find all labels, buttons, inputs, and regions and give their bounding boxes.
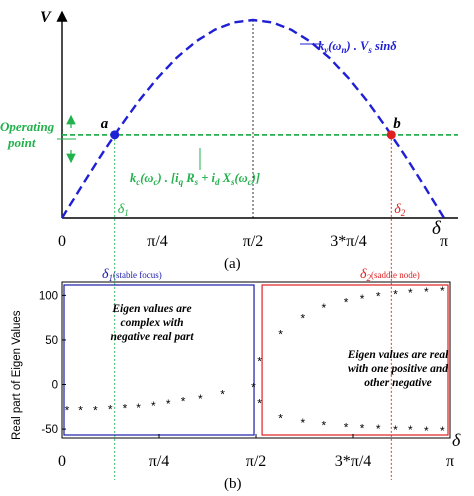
b-annotation-right-line1: Eigen values are real <box>347 349 449 361</box>
b-point-stable-3: * <box>108 403 113 417</box>
b-point-upper-0: * <box>257 354 262 368</box>
b-point-upper-10: * <box>440 284 445 298</box>
b-annotation-right-line2: with one positive and <box>348 363 448 375</box>
a-delta-label-2: δ2 <box>394 202 406 218</box>
panel-a: V δ δ1 δ2 a b kv(ωn) . Vs sinδ kc(ωc) . [i… <box>0 9 458 480</box>
b-point-stable-9: * <box>198 392 203 406</box>
b-y-tick-1: 0 <box>52 380 58 392</box>
panel-b: δ1(stable focus) δ2(saddle node) -50 0 50 10… <box>11 267 461 492</box>
b-region-label-2: δ2(saddle node) <box>360 267 420 283</box>
a-x-axis-label: δ <box>432 218 442 239</box>
a-series-sine-curve <box>60 18 446 219</box>
b-x-tick-4: π <box>446 453 454 470</box>
b-x-tick-2: π/2 <box>246 453 267 470</box>
a-point-label-a: a <box>101 116 109 132</box>
b-annotation-left-line2: complex with <box>121 317 184 329</box>
a-x-tick-2: π/2 <box>243 233 264 250</box>
b-point-lower-7: * <box>393 423 398 437</box>
a-y-axis-label: V <box>40 9 52 26</box>
b-point-stable-1: * <box>78 403 83 417</box>
b-point-stable-10: * <box>220 387 225 401</box>
a-point-label-b: b <box>393 116 401 132</box>
b-point-upper-5: * <box>360 292 365 306</box>
b-point-lower-0: * <box>257 396 262 410</box>
a-x-tick-1: π/4 <box>147 233 168 250</box>
b-point-stable-11: * <box>251 380 256 394</box>
b-point-upper-1: * <box>278 328 283 342</box>
a-point-a <box>110 130 120 140</box>
b-point-upper-6: * <box>376 289 381 303</box>
b-point-lower-8: * <box>408 423 413 437</box>
b-annotation-right-line3: other negative <box>364 377 431 389</box>
b-point-lower-4: * <box>344 420 349 434</box>
b-x-tick-3: 3*π/4 <box>335 453 372 470</box>
b-point-lower-3: * <box>321 419 326 433</box>
b-point-upper-7: * <box>393 288 398 302</box>
b-point-lower-1: * <box>278 411 283 425</box>
b-point-upper-4: * <box>344 296 349 310</box>
panel-a-caption: (a) <box>224 256 241 272</box>
b-point-upper-8: * <box>408 286 413 300</box>
b-point-lower-5: * <box>360 421 365 435</box>
b-x-axis-label: δ <box>452 430 461 450</box>
b-y-axis-label: Real part of Eigen Values <box>11 310 23 440</box>
b-annotation-left-line1: Eigen values are <box>111 303 191 315</box>
b-annotation-right: Eigen values are real with one positive … <box>347 349 449 389</box>
b-point-stable-6: * <box>151 399 156 413</box>
b-point-stable-5: * <box>136 401 141 415</box>
b-point-lower-2: * <box>300 416 305 430</box>
b-annotation-left: Eigen values are complex with negative r… <box>110 303 194 343</box>
b-point-stable-0: * <box>65 403 70 417</box>
b-point-lower-6: * <box>376 422 381 436</box>
operating-point-label-line1: Operating <box>0 119 55 134</box>
b-point-lower-9: * <box>424 424 429 438</box>
b-point-upper-3: * <box>321 301 326 315</box>
b-point-upper-2: * <box>300 312 305 326</box>
a-x-tick-3: 3*π/4 <box>330 233 367 250</box>
b-x-tick-0: 0 <box>58 453 66 470</box>
b-annotation-left-line3: negative real part <box>110 331 194 343</box>
b-region-label-1: δ1(stable focus) <box>102 267 162 283</box>
panel-b-caption: (b) <box>224 476 242 492</box>
a-x-tick-0: 0 <box>58 233 66 250</box>
a-line-label: kc(ωc) . [iq Rs + id Xs(ωc)] <box>130 171 260 187</box>
b-y-tick-3: 100 <box>39 290 58 302</box>
a-x-tick-4: π <box>440 233 448 250</box>
a-curve-label: kv(ωn) . Vs sinδ <box>318 39 397 55</box>
b-y-tick-0: -50 <box>41 424 58 436</box>
b-x-tick-1: π/4 <box>149 453 170 470</box>
b-point-stable-2: * <box>93 403 98 417</box>
b-point-lower-10: * <box>440 424 445 438</box>
b-y-tick-2: 50 <box>45 335 58 347</box>
b-point-stable-4: * <box>123 402 128 416</box>
a-point-b <box>386 130 396 140</box>
b-point-stable-8: * <box>181 395 186 409</box>
b-point-stable-7: * <box>166 397 171 411</box>
b-point-upper-9: * <box>424 285 429 299</box>
b-region-box-2 <box>261 284 449 436</box>
a-delta-label-1: δ1 <box>118 202 129 218</box>
operating-point-label-line2: point <box>7 135 36 150</box>
